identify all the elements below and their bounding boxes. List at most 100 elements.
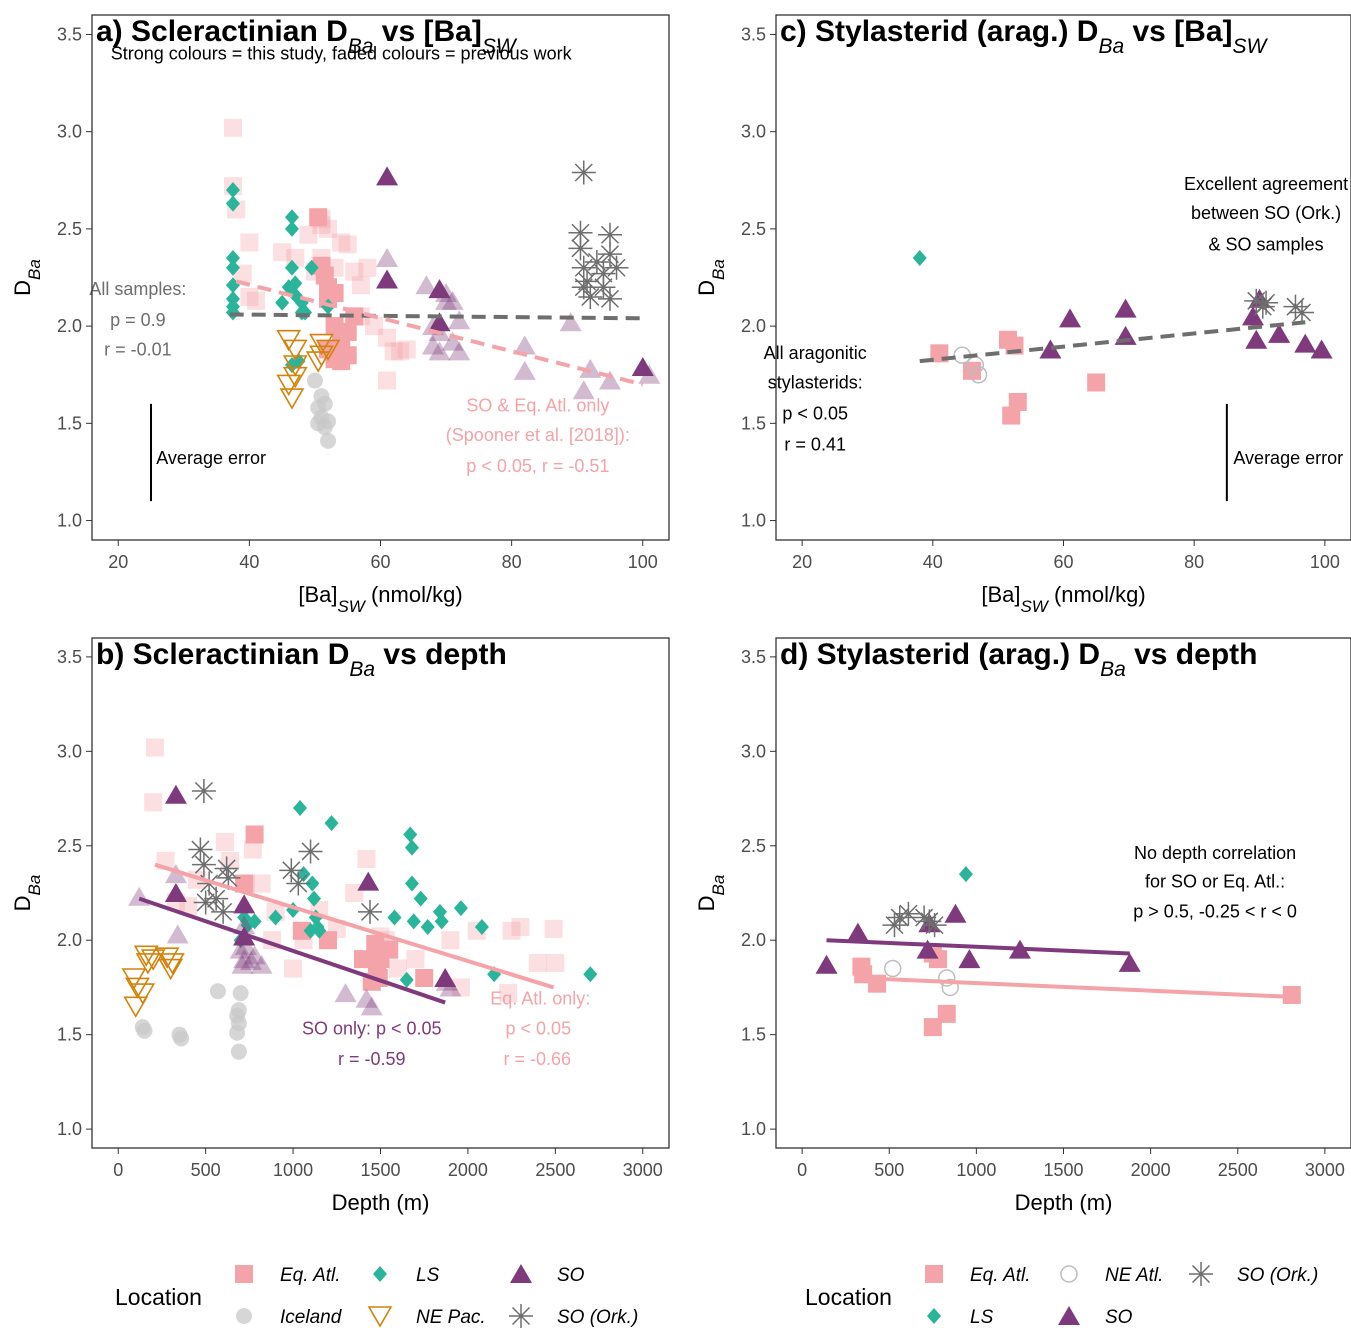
data-point-ls	[387, 909, 402, 926]
data-point-iceland	[173, 1030, 190, 1047]
panel-title: a) Scleractinian DBa vs [Ba]SW	[96, 15, 518, 58]
data-point-eq-atl	[223, 118, 242, 137]
data-point-ne-pac	[123, 996, 149, 1018]
legend-key-eq-atl	[235, 1265, 253, 1283]
legend-label: SO	[1105, 1307, 1133, 1328]
data-point-eq-atl	[544, 919, 563, 938]
y-tick-label: 1.0	[741, 511, 766, 531]
panel-a: Strong colours = this study, faded colou…	[10, 14, 670, 616]
data-point-iceland	[306, 372, 323, 389]
data-point-so	[1241, 306, 1264, 326]
data-point-eq-atl	[299, 225, 318, 244]
annotation-text: p = 0.9	[110, 310, 166, 330]
data-point-eq-atl	[397, 340, 416, 359]
data-point-eq-atl	[546, 953, 565, 972]
x-tick-label: 40	[923, 552, 943, 572]
data-point-iceland	[316, 395, 333, 412]
annotation-text: SO only: p < 0.05	[302, 1019, 442, 1039]
data-point-so	[435, 283, 458, 303]
data-point-so	[448, 341, 471, 361]
x-tick-label: 2500	[535, 1160, 575, 1180]
legend-item-ne-atl: NE Atl.	[1060, 1265, 1163, 1286]
x-tick-label: 500	[191, 1160, 221, 1180]
legend-label: LS	[970, 1307, 994, 1328]
x-tick-label: 3000	[623, 1160, 663, 1180]
y-tick-label: 3.5	[741, 647, 766, 667]
data-point-ls	[305, 875, 320, 892]
data-point-ls	[225, 259, 240, 276]
x-tick-label: 3000	[1305, 1160, 1345, 1180]
data-point-so	[1118, 952, 1141, 972]
data-point-ls	[474, 919, 489, 935]
y-tick-label: 2.5	[741, 219, 766, 239]
x-tick-label: 80	[502, 552, 522, 572]
annotation-text: (Spooner et al. [2018]):	[446, 425, 630, 445]
data-point-so	[428, 312, 451, 332]
legend-label: SO (Ork.)	[557, 1307, 638, 1328]
data-point-ls	[403, 826, 418, 843]
data-point-ls	[583, 966, 598, 983]
data-point-so	[355, 988, 378, 1008]
data-point-ne-pac	[158, 958, 184, 981]
y-tick-label: 3.0	[57, 741, 82, 761]
data-point-eq-atl	[243, 840, 262, 859]
data-point-ls	[307, 890, 322, 907]
data-point-so-ork	[597, 286, 622, 311]
data-point-so-ork	[571, 160, 596, 185]
annotation-text: r = -0.66	[504, 1049, 572, 1069]
annotation-text: SO & Eq. Atl. only	[466, 396, 609, 416]
data-point-so	[1114, 298, 1137, 318]
data-point-ne-pac	[282, 355, 308, 377]
legend-right: Location Eq. Atl. NE Atl. SO (Ork.) LS SO	[805, 1262, 1318, 1328]
x-tick-label: 20	[792, 552, 812, 572]
data-point-ls	[399, 971, 414, 988]
data-point-eq-atl	[145, 738, 164, 757]
data-point-eq-atl	[415, 969, 434, 987]
annotation-text: All samples:	[89, 279, 186, 299]
data-point-iceland	[230, 1043, 247, 1060]
x-axis-label: [Ba]SW (nmol/kg)	[981, 582, 1145, 616]
x-tick-label: 2000	[448, 1160, 488, 1180]
data-point-so	[415, 275, 438, 295]
annotation-text: r = -0.01	[104, 339, 172, 359]
legend-item-so: SO	[510, 1264, 585, 1286]
legend-item-ls: LS	[373, 1265, 440, 1286]
x-tick-label: 0	[113, 1160, 123, 1180]
data-point-eq-atl	[441, 931, 460, 950]
legend-item-so-ork: SO (Ork.)	[1189, 1262, 1318, 1286]
data-point-so-ork	[358, 899, 383, 924]
annotation-text: & SO samples	[1209, 234, 1324, 254]
data-point-iceland	[230, 1002, 247, 1019]
legend-left: Location Eq. Atl. LS SO Iceland NE Pac. SO (Or…	[115, 1264, 638, 1328]
data-point-eq-atl	[406, 950, 425, 969]
data-point-eq-atl	[246, 291, 265, 310]
data-point-so	[166, 924, 189, 944]
data-point-iceland	[320, 413, 337, 430]
data-point-eq-atl	[235, 874, 254, 893]
fit-line-fit-all	[229, 312, 643, 321]
data-point-eq-atl	[378, 371, 397, 390]
annotation-text: Strong colours = this study, faded colou…	[111, 44, 573, 64]
x-axis-label: [Ba]SW (nmol/kg)	[298, 582, 462, 616]
data-point-so-ork	[597, 242, 622, 267]
data-point-eq-atl	[1002, 406, 1021, 425]
data-point-so	[598, 370, 621, 390]
data-point-so-ork	[922, 913, 947, 938]
x-axis-label: Depth (m)	[332, 1190, 430, 1215]
data-point-so	[360, 996, 383, 1016]
data-point-so	[513, 335, 536, 355]
legend-item-eq-atl: Eq. Atl.	[235, 1265, 341, 1286]
data-point-ls	[225, 182, 240, 198]
annotation-text: p < 0.05	[782, 403, 848, 423]
data-point-so	[572, 380, 595, 400]
data-point-ne-pac	[130, 983, 156, 1005]
data-point-eq-atl	[245, 825, 264, 844]
y-tick-label: 3.5	[57, 647, 82, 667]
annotation-text: Average error	[156, 448, 266, 468]
y-tick-label: 3.5	[741, 24, 766, 44]
data-point-so	[421, 316, 444, 336]
data-point-ls	[406, 913, 421, 930]
data-point-eq-atl	[391, 342, 410, 361]
annotation-text: No depth correlation	[1134, 843, 1296, 863]
